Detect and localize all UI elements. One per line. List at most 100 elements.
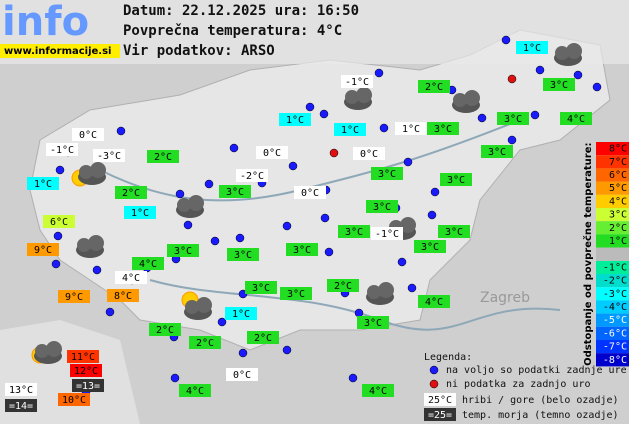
station-box xyxy=(357,316,389,329)
station-temp: 0°C xyxy=(263,148,281,159)
scale-label: -4°C xyxy=(603,302,627,313)
cloud xyxy=(185,300,199,314)
station-dot xyxy=(183,220,193,230)
station-box xyxy=(43,215,75,228)
station-box xyxy=(256,146,288,159)
station-box xyxy=(72,128,104,141)
station-box xyxy=(93,149,125,162)
station-temp: 1°C xyxy=(341,125,359,136)
station-dot xyxy=(430,187,440,197)
station-temp: 0°C xyxy=(233,370,251,381)
station-temp: 8°C xyxy=(114,291,132,302)
station-box xyxy=(341,75,373,88)
scale-swatch xyxy=(596,300,629,314)
station-box xyxy=(115,271,147,284)
station-box xyxy=(115,186,147,199)
legend-sample-text: 25°C xyxy=(428,395,452,406)
station-temp: 4°C xyxy=(186,386,204,397)
scale-label: 8°C xyxy=(609,144,627,155)
cloud xyxy=(345,90,359,104)
scale-swatch xyxy=(596,221,629,235)
scale-swatch xyxy=(596,340,629,354)
station-box xyxy=(5,383,37,396)
station-box xyxy=(371,227,403,240)
station-dot xyxy=(320,213,330,223)
station-temp: 3°C xyxy=(550,80,568,91)
legend-text: temp. morja (temno ozadje) xyxy=(462,410,619,421)
source-line: Vir podatkov: ARSO xyxy=(123,43,275,59)
station-dot xyxy=(235,233,245,243)
cloud xyxy=(367,285,381,299)
station-temp: =14= xyxy=(9,401,33,412)
scale-label: -7°C xyxy=(603,342,627,353)
station-dot xyxy=(501,35,511,45)
scale-swatch xyxy=(596,260,629,274)
station-temp: 1°C xyxy=(131,208,149,219)
station-dot xyxy=(530,110,540,120)
scale-swatch xyxy=(596,142,629,156)
station-temp: 1°C xyxy=(402,124,420,135)
station-box xyxy=(58,290,90,303)
station-dot xyxy=(348,373,358,383)
station-temp: 4°C xyxy=(425,297,443,308)
scale-swatch xyxy=(596,326,629,340)
station-temp: 4°C xyxy=(369,386,387,397)
scale-swatch xyxy=(596,194,629,208)
scale-label: -3°C xyxy=(603,289,627,300)
station-temp: 3°C xyxy=(174,246,192,257)
cloud xyxy=(453,93,467,107)
cloud xyxy=(378,282,394,298)
station-dot xyxy=(204,179,214,189)
cloud xyxy=(356,87,372,103)
url[interactable]: www.informacije.si xyxy=(4,46,112,57)
station-box xyxy=(179,384,211,397)
station-box xyxy=(338,225,370,238)
station-temp: 3°C xyxy=(421,242,439,253)
cloud xyxy=(188,195,204,211)
station-temp: 12°C xyxy=(74,366,98,377)
station-box xyxy=(371,167,403,180)
station-temp: 4°C xyxy=(122,273,140,284)
station-temp: 3°C xyxy=(234,250,252,261)
station-temp: 2°C xyxy=(122,188,140,199)
cloud xyxy=(46,341,62,357)
legend-sample-text: =25= xyxy=(428,410,452,421)
scale-label: 1°C xyxy=(609,236,627,247)
station-temp: 0°C xyxy=(79,130,97,141)
station-dot xyxy=(354,308,364,318)
station-temp: 2°C xyxy=(156,325,174,336)
station-temp: 10°C xyxy=(62,395,86,406)
station-dot xyxy=(53,231,63,241)
station-box xyxy=(327,279,359,292)
station-box xyxy=(46,143,78,156)
station-box xyxy=(247,331,279,344)
station-temp: -2°C xyxy=(240,171,264,182)
station-dot xyxy=(51,259,61,269)
scale-swatch xyxy=(596,313,629,327)
station-box xyxy=(245,281,277,294)
station-box xyxy=(58,393,90,406)
station-dot xyxy=(210,236,220,246)
scale-label: 2°C xyxy=(609,223,627,234)
station-box xyxy=(107,289,139,302)
missing-dot xyxy=(329,148,339,158)
scale-label: -2°C xyxy=(603,276,627,287)
station-temp: 3°C xyxy=(293,245,311,256)
station-dot xyxy=(324,247,334,257)
station-temp: 3°C xyxy=(434,124,452,135)
legend-text: na voljo so podatki zadnje ure xyxy=(446,365,627,376)
station-dot xyxy=(477,113,487,123)
station-temp: 4°C xyxy=(139,259,157,270)
station-temp: -1°C xyxy=(375,229,399,240)
station-temp: 13°C xyxy=(9,385,33,396)
station-dot xyxy=(116,126,126,136)
station-temp: 3°C xyxy=(287,289,305,300)
station-box xyxy=(132,257,164,270)
station-dot xyxy=(407,283,417,293)
station-temp: 1°C xyxy=(523,43,541,54)
station-box xyxy=(438,225,470,238)
station-box xyxy=(70,364,102,377)
cloud xyxy=(35,344,49,358)
station-temp: 9°C xyxy=(65,292,83,303)
scale-label: 3°C xyxy=(609,210,627,221)
